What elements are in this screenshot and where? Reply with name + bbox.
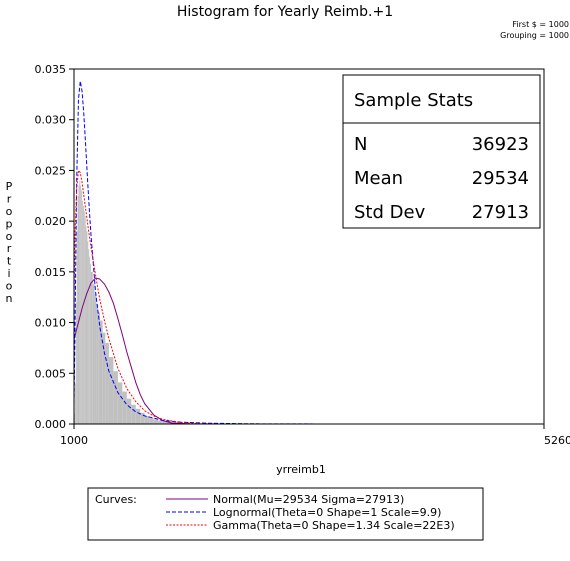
y-axis-label-char: r bbox=[7, 242, 12, 255]
histogram-bar bbox=[158, 420, 163, 424]
histogram-bar bbox=[117, 382, 123, 424]
histogram-bar bbox=[85, 226, 87, 424]
histogram-bar bbox=[86, 231, 88, 424]
y-axis-label-char: n bbox=[6, 292, 13, 305]
plot-frame bbox=[73, 68, 545, 425]
y-tick-label: 0.015 bbox=[35, 266, 67, 279]
histogram-bar bbox=[78, 185, 80, 424]
x-tick-label: 526000 bbox=[544, 434, 570, 447]
histogram-bar bbox=[135, 408, 141, 424]
grouping-note: Grouping = 1000 bbox=[500, 31, 569, 40]
stats-value-mean: 29534 bbox=[472, 168, 529, 189]
histogram-bar bbox=[89, 256, 91, 424]
y-tick-label: 0.000 bbox=[35, 418, 67, 431]
histogram-bar bbox=[90, 263, 92, 424]
y-axis-label-char: p bbox=[6, 217, 13, 230]
histogram-bar bbox=[81, 190, 83, 424]
stats-heading: Sample Stats bbox=[354, 90, 473, 111]
chart-title: Histogram for Yearly Reimb.+1 bbox=[177, 4, 393, 20]
y-tick-label: 0.005 bbox=[35, 367, 67, 380]
histogram-bar bbox=[79, 180, 81, 424]
legend: Curves: Normal(Mu=29534 Sigma=27913) Log… bbox=[87, 487, 484, 541]
histogram-bar bbox=[75, 302, 77, 424]
histogram-bar bbox=[144, 415, 150, 424]
histogram-bar bbox=[153, 419, 159, 424]
y-axis-label-char: o bbox=[6, 279, 13, 292]
histogram-bar bbox=[94, 294, 97, 424]
histogram-bar bbox=[122, 391, 127, 424]
histogram-bar bbox=[126, 398, 132, 424]
first-dollar-note: First $ = 1000 bbox=[512, 20, 569, 29]
legend-label-normal: Normal(Mu=29534 Sigma=27913) bbox=[213, 493, 404, 506]
histogram-bar bbox=[108, 357, 114, 424]
histogram-bar bbox=[162, 421, 172, 424]
y-axis-label-char: o bbox=[6, 205, 13, 218]
histogram-bar bbox=[113, 371, 118, 424]
legend-label-gamma: Gamma(Theta=0 Shape=1.34 Scale=22E3) bbox=[213, 519, 455, 532]
y-axis-label-char: t bbox=[7, 255, 12, 268]
sample-stats-box: Sample Stats N 36923 Mean 29534 Std Dev … bbox=[342, 74, 541, 229]
y-tick-label: 0.020 bbox=[35, 215, 67, 228]
histogram-bar bbox=[74, 383, 76, 424]
histogram-bar bbox=[84, 216, 86, 424]
histogram-bar bbox=[102, 332, 106, 424]
histogram-bar bbox=[131, 404, 136, 424]
stats-value-n: 36923 bbox=[472, 134, 529, 155]
histogram-bar bbox=[87, 241, 89, 424]
histogram-bar bbox=[83, 211, 85, 424]
y-tick-label: 0.025 bbox=[35, 164, 67, 177]
legend-heading: Curves: bbox=[95, 493, 137, 506]
stats-label-stddev: Std Dev bbox=[354, 202, 426, 223]
y-tick-label: 0.035 bbox=[35, 63, 67, 76]
x-tick-label: 1000 bbox=[60, 434, 88, 447]
histogram-bar bbox=[140, 412, 145, 424]
y-tick-label: 0.010 bbox=[35, 317, 67, 330]
histogram-bar bbox=[91, 271, 93, 424]
stats-label-mean: Mean bbox=[354, 168, 403, 189]
y-axis-label-char: r bbox=[7, 193, 12, 206]
x-axis-label: yrreimb1 bbox=[276, 463, 326, 476]
y-axis-label-char: P bbox=[6, 180, 13, 193]
histogram-bar bbox=[99, 320, 103, 424]
histogram-bar bbox=[96, 304, 99, 424]
histogram-bar bbox=[77, 195, 79, 424]
histogram-bar bbox=[98, 312, 100, 424]
histogram-bar bbox=[82, 205, 84, 424]
y-axis: 0.000 0.005 0.010 0.015 0.020 0.025 0.030 0.035 bbox=[35, 63, 74, 431]
y-tick-label: 0.030 bbox=[35, 114, 67, 127]
histogram-bar bbox=[80, 185, 82, 424]
histogram-bars bbox=[74, 180, 245, 424]
y-axis-label-char: o bbox=[6, 230, 13, 243]
x-axis: 1000 526000 bbox=[60, 424, 570, 447]
histogram-bar bbox=[105, 342, 109, 424]
stats-value-stddev: 27913 bbox=[472, 202, 529, 223]
histogram-bar bbox=[88, 249, 90, 424]
y-axis-label-char: i bbox=[7, 267, 10, 280]
gamma-curve bbox=[73, 169, 217, 425]
legend-label-lognormal: Lognormal(Theta=0 Shape=1 Scale=9.9) bbox=[213, 506, 441, 519]
histogram-bar bbox=[149, 417, 154, 424]
fitted-curves bbox=[73, 81, 342, 425]
histogram-bar bbox=[92, 284, 95, 424]
lognormal-curve bbox=[73, 81, 342, 425]
histogram-bar bbox=[82, 200, 83, 424]
stats-label-n: N bbox=[354, 134, 367, 155]
